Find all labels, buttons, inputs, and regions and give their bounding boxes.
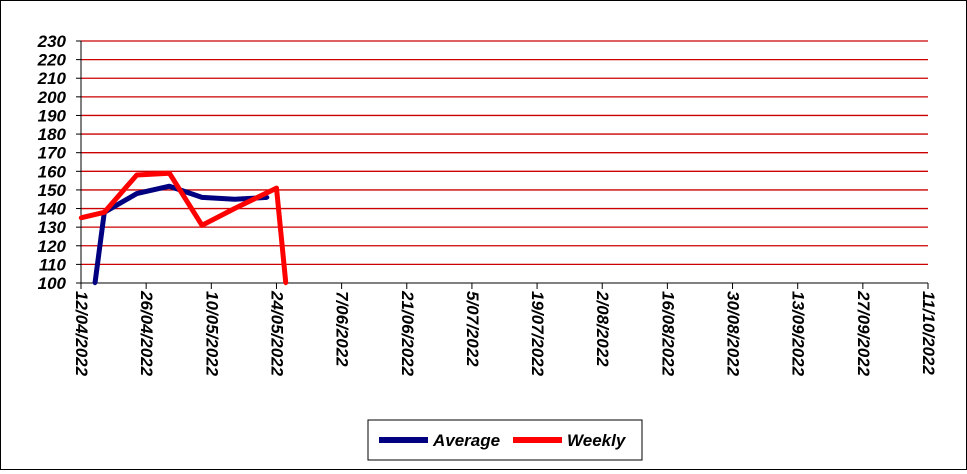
- x-tick-label-13: 11/10/2022: [919, 291, 938, 375]
- x-tick-label-9: 16/08/2022: [658, 291, 677, 377]
- x-tick-label-3: 24/05/2022: [267, 290, 286, 377]
- x-tick-label-7: 19/07/2022: [528, 291, 547, 377]
- series-lines: [78, 170, 289, 286]
- y-tick-label-110: 110: [39, 255, 67, 274]
- data-point-weekly-1: [102, 210, 107, 215]
- data-point-weekly-2: [134, 172, 140, 178]
- data-point-average-2: [134, 191, 140, 196]
- gridlines: [81, 40, 928, 266]
- data-point-weekly-0: [78, 215, 84, 221]
- x-tick-label-6: 5/07/2022: [463, 291, 482, 367]
- x-tick-label-4: 7/06/2022: [333, 291, 352, 367]
- y-tick-label-100: 100: [38, 274, 67, 293]
- y-tick-label-150: 150: [38, 181, 67, 200]
- x-tick-label-1: 26/04/2022: [137, 290, 156, 377]
- x-tick-label-8: 2/08/2022: [593, 290, 612, 367]
- data-point-weekly-7: [283, 280, 288, 286]
- data-point-average-4: [199, 195, 205, 200]
- y-tick-label-200: 200: [37, 88, 67, 107]
- x-tick-label-10: 30/08/2022: [724, 291, 743, 377]
- axes: [76, 40, 929, 289]
- data-point-weekly-3: [167, 170, 172, 176]
- data-point-average-0: [92, 280, 98, 286]
- data-point-average-6: [264, 195, 270, 200]
- y-tick-label-210: 210: [37, 69, 67, 88]
- legend: Average Weekly: [367, 419, 643, 461]
- y-tick-label-130: 130: [38, 218, 67, 237]
- series-line-weekly: [80, 170, 289, 284]
- y-tick-label-140: 140: [38, 200, 67, 219]
- y-tick-label-220: 220: [37, 51, 67, 70]
- data-point-weekly-6: [274, 185, 279, 191]
- y-tick-label-190: 190: [38, 106, 67, 125]
- data-point-average-5: [232, 197, 237, 202]
- data-point-weekly-4: [199, 223, 205, 228]
- x-tick-label-5: 21/06/2022: [398, 290, 417, 377]
- y-tick-label-180: 180: [38, 125, 67, 144]
- x-tick-labels: 12/04/2022 26/04/2022 10/05/2022 24/05/2022…: [72, 290, 938, 377]
- x-tick-label-12: 27/09/2022: [854, 290, 873, 377]
- x-tick-label-2: 10/05/2022: [202, 291, 221, 377]
- y-tick-label-230: 230: [37, 32, 67, 51]
- data-point-weekly-5: [232, 206, 237, 211]
- x-tick-label-0: 12/04/2022: [72, 291, 91, 377]
- x-tick-label-11: 13/09/2022: [789, 291, 808, 377]
- y-tick-labels: 1001101201301401501601701801902002102202…: [37, 32, 67, 293]
- series-line-average: [92, 183, 268, 284]
- legend-label-weekly: Weekly: [567, 431, 627, 450]
- y-tick-label-120: 120: [38, 237, 67, 256]
- legend-label-average: Average: [432, 431, 500, 450]
- y-tick-label-160: 160: [38, 162, 67, 181]
- y-tick-label-170: 170: [38, 144, 67, 163]
- data-point-average-3: [167, 184, 172, 189]
